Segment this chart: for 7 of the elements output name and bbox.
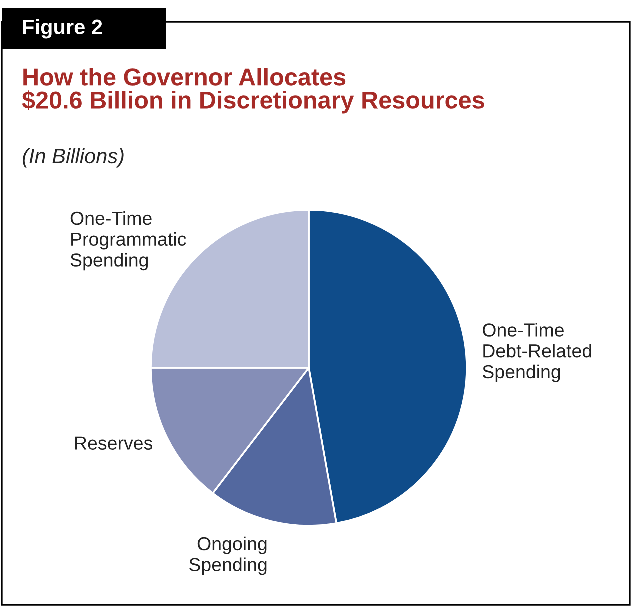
chart-subtitle: (In Billions) <box>22 148 124 168</box>
slice-label: Reserves <box>76 436 152 450</box>
caption: Figure 2 <box>23 19 102 39</box>
chart-title: How the Governor Allocates $20.6 Billion in Discretionary Resources <box>22 68 484 114</box>
slice-label: One-Time Programmatic Spending <box>70 211 186 271</box>
slice-label: Ongoing Spending <box>190 536 267 576</box>
slice-label: One-Time Debt-Related Spending <box>482 323 592 382</box>
